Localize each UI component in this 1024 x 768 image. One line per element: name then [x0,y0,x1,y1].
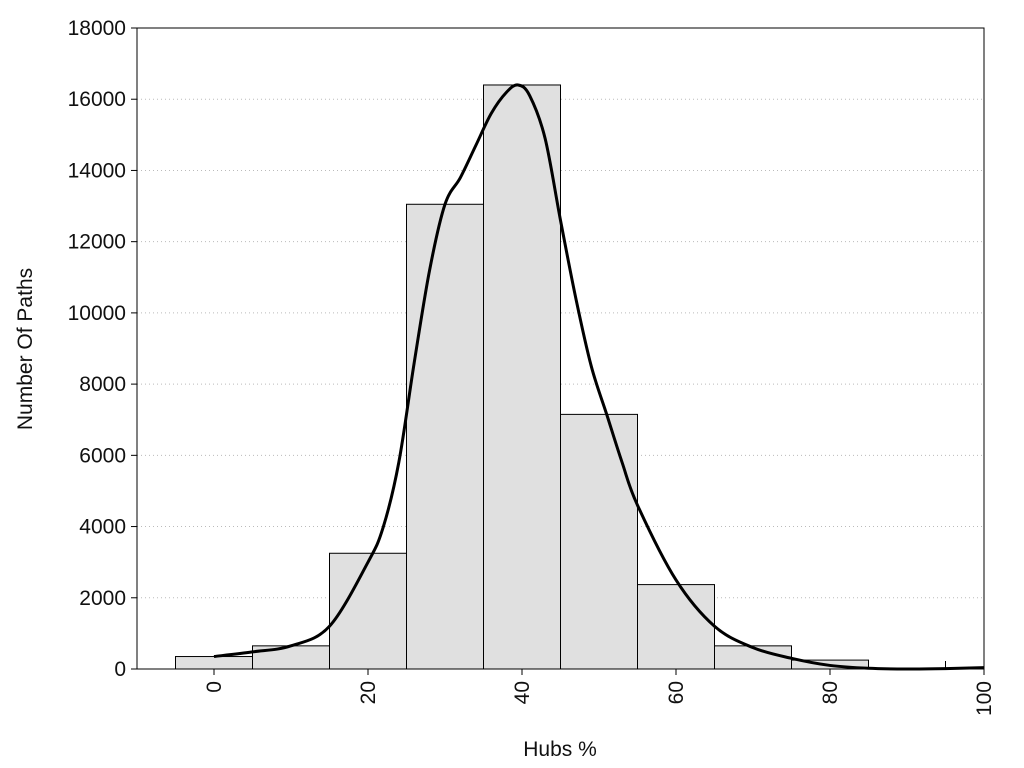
x-tick-label: 0 [203,681,226,693]
y-tick-label: 6000 [79,444,126,467]
y-tick-label: 4000 [79,516,126,539]
y-tick-label: 14000 [68,159,126,182]
density-curve-line [213,83,985,671]
y-axis-title: Number Of Paths [14,268,37,430]
density-curve [213,83,985,671]
y-tick-label: 10000 [68,302,126,325]
x-tick-label: 20 [357,681,380,704]
plot-area-frame [136,27,985,670]
histogram-bar [406,203,484,670]
histogram-bars [175,84,946,670]
y-tick-label: 0 [114,658,126,681]
x-tick-label: 100 [973,681,996,716]
x-tick-label: 40 [511,681,534,704]
x-tick-label: 80 [819,681,842,704]
y-axis-ticks: 0 2000 4000 6000 8000 10000 12000 14000 16000 180… [68,17,137,681]
x-tick-label: 60 [665,681,688,704]
x-axis-title: Hubs % [523,738,597,761]
y-tick-label: 12000 [68,231,126,254]
histogram-bar [175,656,253,670]
histogram-bar [560,413,638,670]
y-tick-label: 16000 [68,88,126,111]
histogram-bar [637,584,715,670]
y-tick-label: 8000 [79,373,126,396]
histogram-bar [714,645,792,670]
histogram-bar [329,552,407,670]
histogram-bar [483,84,561,670]
y-tick-label: 18000 [68,17,126,40]
x-axis-ticks: 0 20 40 60 80 100 [203,669,996,716]
y-tick-label: 2000 [79,587,126,610]
